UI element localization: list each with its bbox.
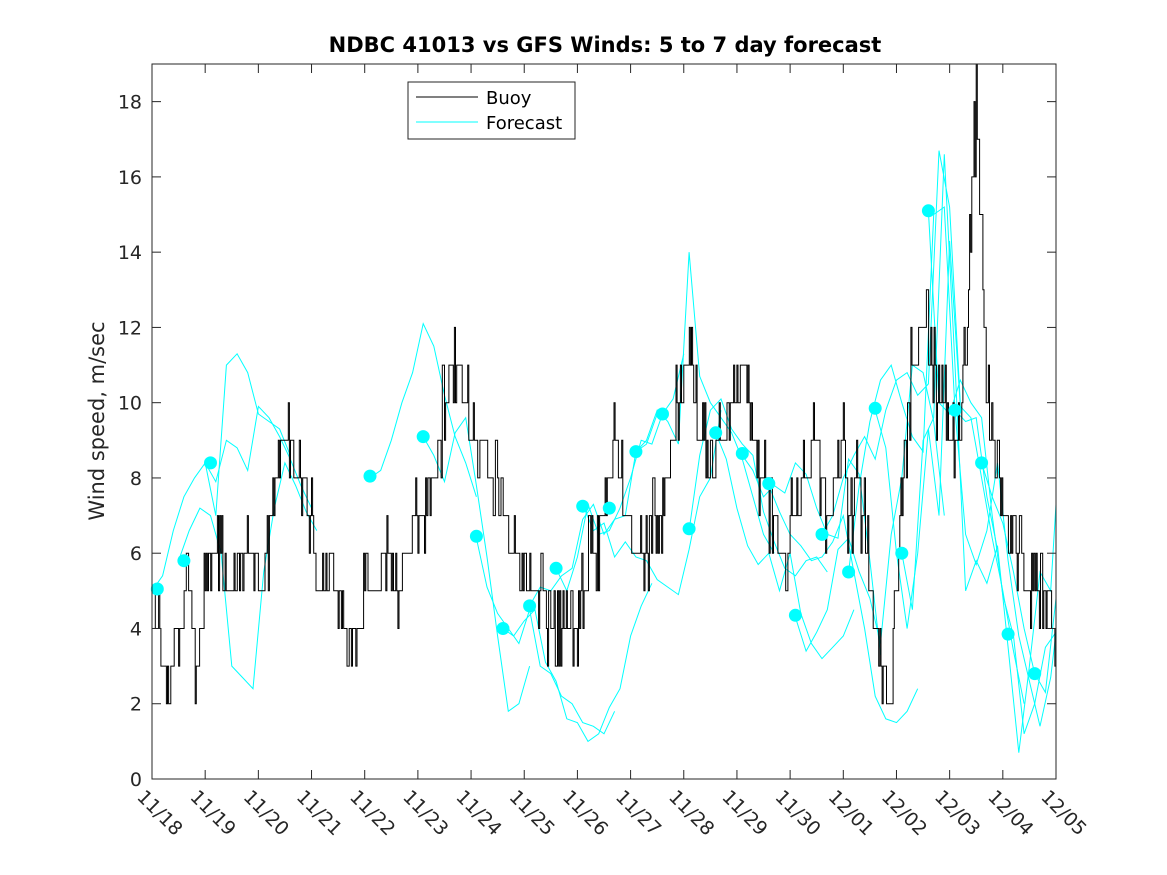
- x-axis: 11/1811/1911/2011/2111/2211/2311/2411/25…: [132, 64, 1091, 840]
- x-tick-label: 12/03: [930, 786, 984, 840]
- forecast-marker: [1028, 667, 1042, 681]
- axes-box: [151, 63, 1057, 780]
- forecast-marker: [549, 561, 563, 575]
- x-tick-label: 12/04: [983, 786, 1037, 840]
- forecast-marker: [682, 522, 696, 536]
- forecast-line: [178, 461, 318, 690]
- forecast-line: [901, 154, 1057, 753]
- x-tick-label: 11/30: [771, 786, 825, 840]
- forecast-marker: [496, 622, 510, 635]
- legend-label-forecast: Forecast: [486, 113, 562, 134]
- forecast-markers: [150, 204, 1042, 681]
- x-tick-label: 11/20: [239, 786, 293, 840]
- y-tick-label: 10: [118, 393, 142, 415]
- y-tick-label: 16: [118, 167, 142, 189]
- x-tick-label: 11/26: [558, 786, 612, 840]
- forecast-line: [204, 352, 291, 516]
- y-tick-label: 18: [118, 92, 142, 114]
- forecast-line: [529, 413, 658, 607]
- x-tick-label: 12/02: [877, 786, 931, 840]
- x-tick-label: 11/27: [611, 786, 665, 840]
- forecast-marker: [868, 401, 882, 415]
- legend-label-buoy: Buoy: [486, 88, 532, 109]
- x-tick-label: 11/28: [664, 786, 718, 840]
- forecast-line: [475, 538, 616, 735]
- forecast-marker: [948, 403, 962, 417]
- y-tick-label: 8: [130, 468, 142, 490]
- forecast-marker: [416, 430, 430, 444]
- forecast-line: [981, 462, 1057, 694]
- y-tick-label: 12: [118, 317, 142, 339]
- forecast-marker: [602, 501, 616, 515]
- forecast-marker: [815, 527, 829, 541]
- legend-box: [407, 81, 576, 140]
- y-tick-label: 6: [130, 543, 142, 565]
- x-tick-label: 11/24: [452, 786, 506, 840]
- x-tick-label: 12/05: [1036, 786, 1090, 840]
- y-axis: 0 2 4 6 8 10 12 14 16 18: [118, 92, 1056, 791]
- forecast-line: [369, 322, 477, 497]
- forecast-marker: [709, 426, 723, 440]
- x-tick-label: 11/21: [292, 786, 346, 840]
- forecast-marker: [523, 599, 537, 613]
- forecast-line: [794, 364, 945, 653]
- forecast-marker: [150, 582, 164, 596]
- plot-area: [150, 63, 1057, 753]
- forecast-marker: [921, 204, 935, 218]
- x-tick-label: 11/29: [717, 786, 771, 840]
- x-tick-label: 12/01: [824, 786, 878, 840]
- forecast-line: [502, 583, 653, 743]
- y-axis-label: Wind speed, m/sec: [85, 321, 109, 520]
- forecast-line: [151, 405, 312, 592]
- forecast-line: [954, 410, 1057, 727]
- forecast-line: [715, 432, 855, 660]
- x-tick-label: 11/25: [505, 786, 559, 840]
- x-tick-label: 11/18: [132, 786, 186, 840]
- x-tick-label: 11/22: [345, 786, 399, 840]
- y-tick-label: 4: [130, 618, 142, 640]
- x-tick-label: 11/23: [398, 786, 452, 840]
- forecast-line: [874, 240, 1025, 704]
- forecast-line: [768, 485, 919, 724]
- x-tick-label: 11/19: [186, 786, 240, 840]
- forecast-marker: [204, 456, 217, 470]
- buoy-series: [152, 63, 1057, 705]
- y-tick-label: 2: [130, 694, 142, 716]
- forecast-line: [582, 410, 722, 596]
- forecast-marker: [363, 469, 377, 483]
- forecast-marker: [629, 445, 643, 459]
- forecast-marker: [735, 447, 749, 460]
- forecast-marker: [788, 608, 802, 622]
- forecast-marker: [842, 565, 856, 579]
- chart-title: NDBC 41013 vs GFS Winds: 5 to 7 day fore…: [329, 33, 882, 57]
- forecast-marker: [656, 407, 669, 421]
- forecast-marker: [1001, 627, 1015, 641]
- buoy-line: [152, 63, 1057, 705]
- forecast-marker: [895, 546, 909, 560]
- forecast-marker: [576, 499, 590, 513]
- legend: Buoy Forecast: [407, 81, 576, 140]
- y-tick-label: 0: [130, 769, 142, 791]
- forecast-marker: [975, 456, 989, 470]
- forecast-marker: [177, 554, 191, 568]
- forecast-marker: [469, 529, 483, 543]
- forecast-line: [688, 397, 828, 577]
- y-tick-label: 14: [118, 242, 142, 264]
- forecast-series: [151, 150, 1057, 753]
- forecast-line: [422, 416, 531, 713]
- forecast-marker: [762, 477, 776, 491]
